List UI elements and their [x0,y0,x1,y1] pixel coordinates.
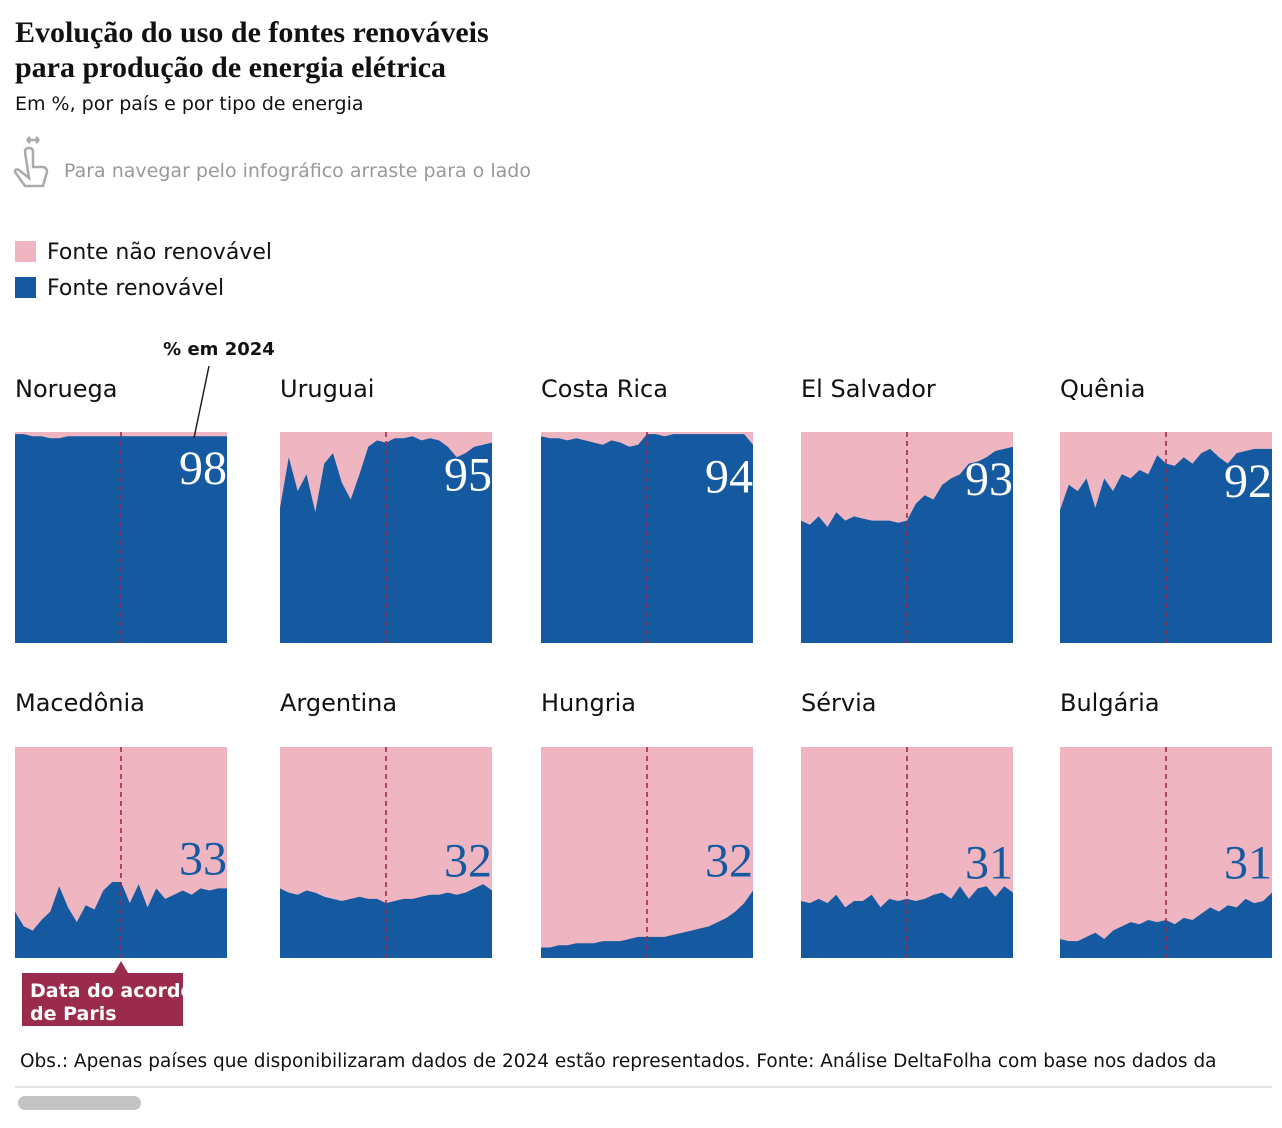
value-label: 95 [444,449,492,502]
renewable-area [1060,448,1272,643]
panel-title: El Salvador [801,375,936,403]
renewable-area [1060,892,1272,958]
panel-title: Uruguai [280,375,374,403]
chart-title: Evolução do uso de fontes renováveis [15,16,489,49]
annotation-line [193,365,210,439]
legend-swatch [15,241,36,262]
legend-label: Fonte renovável [47,276,224,301]
chart-title: para produção de energia elétrica [15,51,446,84]
legend-label: Fonte não renovável [47,240,272,265]
footnote: Obs.: Apenas países que disponibilizaram… [20,1051,1217,1072]
swipe-icon [13,136,49,188]
annotation-pointer [114,961,128,973]
value-label: 31 [1224,837,1272,890]
value-label: 92 [1224,455,1272,508]
panel-title: Hungria [541,689,636,717]
renewable-area [541,890,753,958]
legend-swatch [15,277,36,298]
panel-title: Macedônia [15,689,145,717]
value-label: 33 [179,832,227,885]
panel-title: Noruega [15,375,117,403]
panel-title: Quênia [1060,375,1145,403]
value-label: 32 [705,834,753,887]
subtitle: Em %, por país e por tipo de energia [15,93,364,115]
annotation: Data do acordo [30,980,194,1002]
hint: Para navegar pelo infográfico arraste pa… [64,160,531,182]
panel-title: Costa Rica [541,375,668,403]
panel-title: Argentina [280,689,397,717]
renewable-area [15,434,227,643]
panel-title: Bulgária [1060,689,1160,717]
renewable-area [541,434,753,643]
value-label: 32 [444,834,492,887]
value-label: 94 [705,451,753,504]
annotation: de Paris [30,1003,117,1025]
value-label: 98 [179,442,227,495]
value-label: 93 [965,453,1013,506]
annotation: % em 2024 [163,339,275,360]
annotation-box [22,973,183,1026]
value-label: 31 [965,837,1013,890]
renewable-area [280,436,492,643]
panel-title: Sérvia [801,689,876,717]
scrollbar[interactable] [18,1096,141,1110]
